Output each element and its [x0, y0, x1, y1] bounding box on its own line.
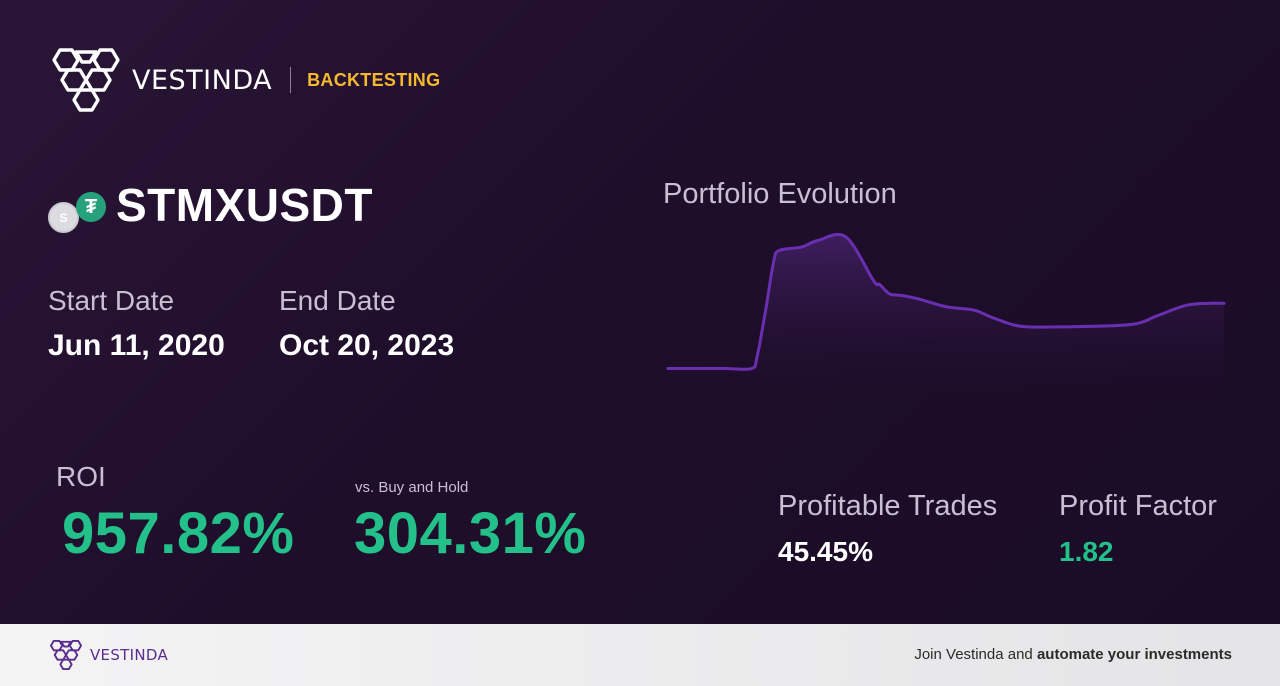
footer-brand-name: VESTINDA [90, 646, 169, 664]
coin-icons: S ₮ [48, 180, 110, 233]
brand-header: VESTINDA BACKTESTING [48, 46, 440, 114]
footer: VESTINDA Join Vestinda and automate your… [0, 624, 1280, 686]
roi-value: 957.82% [62, 501, 295, 566]
start-date-value: Jun 11, 2020 [48, 329, 225, 362]
footer-logo-icon [50, 639, 82, 671]
profit-factor-label: Profit Factor [1059, 490, 1217, 522]
footer-brand[interactable]: VESTINDA [48, 638, 168, 672]
stmx-coin-icon: S [48, 202, 79, 233]
profitable-trades-value: 45.45% [778, 536, 873, 567]
brand-divider [290, 67, 292, 93]
start-date: Start Date Jun 11, 2020 [48, 285, 225, 363]
tether-coin-icon: ₮ [76, 192, 106, 222]
buy-hold-value: 304.31% [354, 501, 587, 566]
end-date: End Date Oct 20, 2023 [279, 285, 454, 363]
profit-factor: Profit Factor 1.82 [1059, 490, 1217, 568]
pair-symbol: STMXUSDT [116, 179, 373, 231]
banner: VESTINDA BACKTESTING S ₮ STMXUSDT Start … [0, 0, 1280, 624]
footer-cta[interactable]: Join Vestinda and automate your investme… [914, 646, 1232, 663]
chart-series-line [666, 232, 1226, 371]
trading-pair: S ₮ STMXUSDT [48, 179, 373, 233]
brand-name: VESTINDA [132, 64, 273, 96]
brand-tag: BACKTESTING [307, 69, 441, 90]
chart-area-fill [668, 234, 1224, 397]
vestinda-logo-icon [52, 48, 120, 112]
profitable-trades: Profitable Trades 45.45% [778, 490, 997, 568]
profitable-trades-label: Profitable Trades [778, 490, 998, 522]
chart-title: Portfolio Evolution [663, 178, 897, 210]
end-date-label: End Date [279, 285, 396, 316]
portfolio-evolution-chart [666, 232, 1226, 397]
start-date-label: Start Date [48, 285, 175, 316]
end-date-value: Oct 20, 2023 [279, 329, 455, 362]
profit-factor-value: 1.82 [1059, 536, 1114, 567]
footer-cta-bold: automate your investments [1036, 646, 1232, 663]
footer-cta-prefix: Join Vestinda and [914, 646, 1037, 663]
buy-hold-label: vs. Buy and Hold [355, 479, 469, 496]
roi-label: ROI [56, 461, 106, 492]
